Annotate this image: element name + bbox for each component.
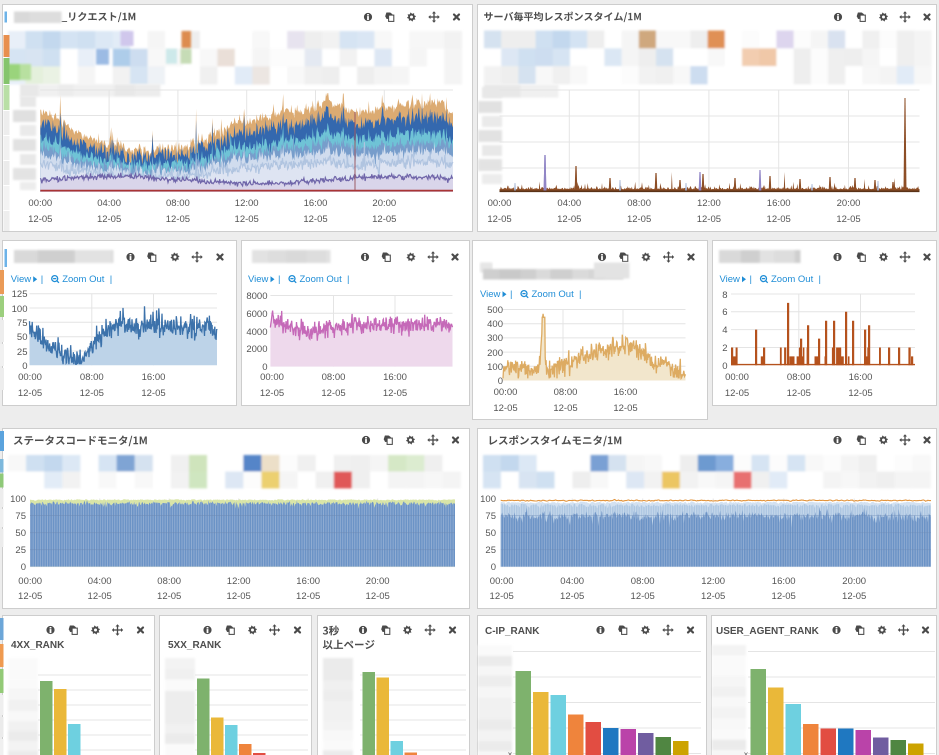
- svg-text:x: x: [508, 750, 512, 755]
- svg-text:x: x: [744, 750, 748, 755]
